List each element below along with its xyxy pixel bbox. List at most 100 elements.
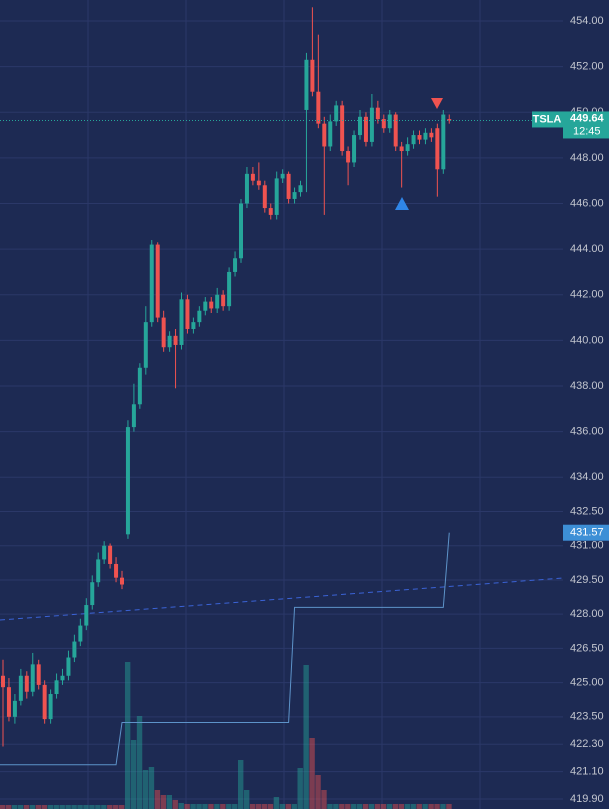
volume-bar bbox=[166, 795, 172, 809]
y-tick-label: 446.00 bbox=[570, 197, 604, 209]
candle-body bbox=[179, 299, 184, 345]
candle-body bbox=[274, 178, 279, 215]
candle-body bbox=[197, 310, 202, 323]
volume-bar bbox=[220, 804, 226, 809]
candle-body bbox=[149, 244, 154, 323]
candle-body bbox=[423, 132, 428, 140]
volume-bar bbox=[142, 770, 149, 809]
volume-bar bbox=[339, 804, 345, 809]
y-tick-label: 422.30 bbox=[570, 738, 604, 750]
volume-bar bbox=[285, 804, 291, 809]
candle-body bbox=[292, 192, 297, 199]
volume-bar bbox=[47, 805, 53, 809]
volume-bar bbox=[297, 768, 303, 809]
volume-bar bbox=[440, 804, 446, 809]
volume-bar bbox=[154, 790, 161, 809]
volume-bar bbox=[124, 662, 131, 809]
candle-body bbox=[411, 135, 416, 145]
candle-body bbox=[227, 271, 232, 307]
volume-bar bbox=[315, 775, 321, 809]
candle-body bbox=[441, 114, 446, 170]
y-tick-label: 442.00 bbox=[570, 289, 604, 301]
volume-bar bbox=[11, 805, 18, 809]
candle-body bbox=[84, 605, 89, 626]
candle-body bbox=[363, 116, 368, 142]
candle-body bbox=[316, 91, 321, 124]
candle-body bbox=[203, 301, 208, 311]
volume-bar bbox=[53, 805, 59, 809]
volume-bar bbox=[357, 804, 363, 809]
volume-bar bbox=[255, 804, 262, 809]
candle-body bbox=[429, 132, 434, 138]
candle-body bbox=[256, 180, 261, 186]
vertical-grid bbox=[87, 0, 481, 809]
volume-bar bbox=[392, 804, 399, 809]
volume-bar bbox=[428, 804, 434, 809]
candle-body bbox=[435, 128, 440, 170]
candle-body bbox=[161, 317, 166, 348]
volume-bar bbox=[249, 804, 256, 809]
volume-bar bbox=[410, 804, 416, 809]
y-tick-label: 425.00 bbox=[570, 677, 604, 689]
candle-body bbox=[36, 664, 41, 685]
volume-bar bbox=[172, 800, 178, 809]
volume-bar bbox=[404, 804, 410, 809]
candle-body bbox=[209, 301, 214, 309]
volume-bar bbox=[380, 804, 387, 809]
candle-body bbox=[262, 185, 267, 209]
candle-body bbox=[173, 335, 178, 345]
candle-body bbox=[108, 545, 113, 564]
volume-bar bbox=[89, 805, 95, 809]
volume-bar bbox=[368, 804, 375, 809]
volume-bar bbox=[113, 805, 119, 809]
candle-body bbox=[66, 657, 71, 676]
y-tick-label: 429.50 bbox=[570, 574, 604, 586]
candle-body bbox=[417, 135, 422, 140]
volume-bar bbox=[238, 760, 244, 809]
candle-body bbox=[6, 687, 11, 717]
volume-bar bbox=[303, 665, 309, 809]
candle-body bbox=[280, 173, 285, 179]
y-tick-label: 440.00 bbox=[570, 334, 604, 346]
trend-line bbox=[0, 577, 564, 621]
indicator-line bbox=[0, 532, 450, 766]
volume-bar bbox=[261, 804, 268, 809]
candle-body bbox=[42, 684, 47, 720]
candle-body bbox=[233, 258, 238, 272]
volume-bar bbox=[71, 805, 77, 809]
candle-body bbox=[405, 144, 410, 152]
candle-body bbox=[358, 116, 362, 136]
volume-bar bbox=[374, 804, 381, 809]
symbol-tag: TSLA bbox=[533, 113, 562, 125]
volume-bar bbox=[398, 804, 405, 809]
candle-body bbox=[286, 173, 291, 199]
volume-bar bbox=[41, 805, 48, 809]
volume-bar bbox=[273, 797, 280, 809]
candle-body bbox=[143, 322, 148, 368]
candle-body bbox=[24, 675, 29, 692]
candle-body bbox=[268, 208, 273, 215]
candle-body bbox=[167, 335, 172, 348]
y-tick-label: 431.00 bbox=[570, 540, 604, 552]
candle-body bbox=[352, 135, 357, 163]
candle-body bbox=[369, 107, 374, 142]
y-tick-label: 452.00 bbox=[570, 61, 604, 73]
candle-body bbox=[239, 203, 243, 259]
volume-bar bbox=[232, 804, 238, 809]
candle-body bbox=[215, 294, 220, 309]
volume-bar bbox=[422, 804, 428, 809]
candle-body bbox=[399, 146, 404, 152]
candle-body bbox=[447, 119, 452, 121]
volume-bar bbox=[327, 804, 333, 809]
candle-body bbox=[18, 675, 23, 701]
y-tick-label: 426.50 bbox=[570, 642, 604, 654]
candle-body bbox=[340, 105, 345, 152]
volume-bar bbox=[119, 805, 125, 809]
y-tick-label: 421.10 bbox=[570, 765, 604, 777]
y-tick-label: 434.00 bbox=[570, 471, 604, 483]
candle-body bbox=[125, 427, 130, 535]
candle-body bbox=[137, 367, 142, 405]
y-tick-label: 423.50 bbox=[570, 711, 604, 723]
volume-bar bbox=[35, 805, 42, 809]
